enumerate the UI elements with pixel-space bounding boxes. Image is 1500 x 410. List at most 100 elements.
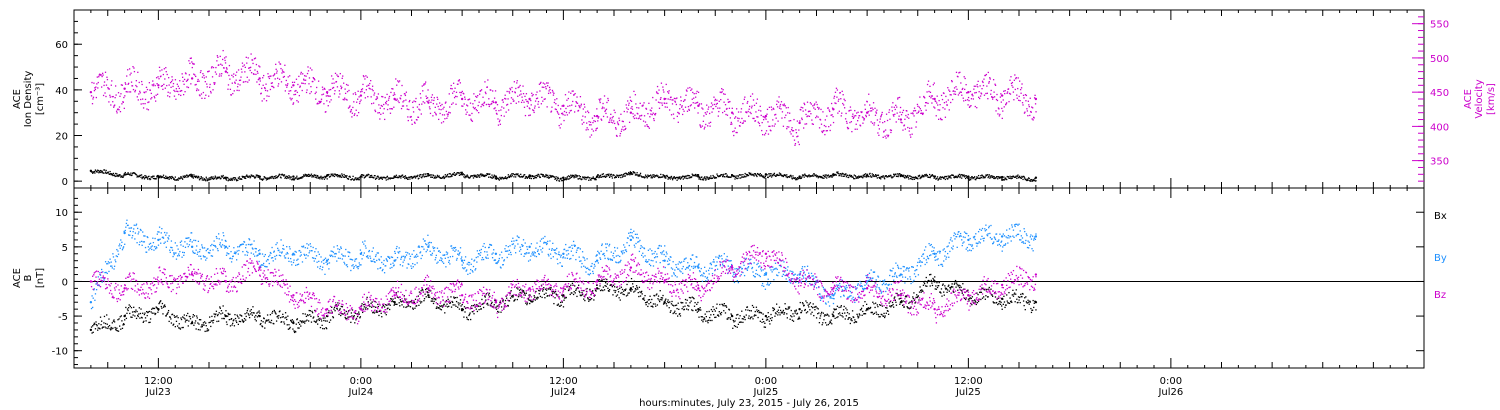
data-point xyxy=(646,301,648,303)
data-point xyxy=(1002,110,1004,112)
data-point xyxy=(652,96,654,99)
data-point xyxy=(705,179,707,181)
data-point xyxy=(948,175,950,177)
data-point xyxy=(653,119,655,122)
data-point xyxy=(619,135,621,137)
data-point xyxy=(319,178,321,180)
data-point xyxy=(993,177,995,180)
data-point xyxy=(272,75,274,77)
data-point xyxy=(104,172,106,174)
data-point xyxy=(667,91,669,93)
data-point xyxy=(395,176,397,179)
data-point xyxy=(275,320,278,322)
data-point xyxy=(534,299,536,301)
data-point xyxy=(377,93,380,95)
data-point xyxy=(746,173,749,176)
data-point xyxy=(741,117,743,120)
data-point xyxy=(569,286,571,288)
data-point xyxy=(535,97,538,100)
data-point xyxy=(207,329,210,331)
data-point xyxy=(220,75,222,77)
data-point xyxy=(996,99,999,102)
data-point xyxy=(943,102,946,104)
data-point xyxy=(315,321,317,324)
data-point xyxy=(301,321,303,324)
data-point xyxy=(721,173,723,176)
data-point xyxy=(925,173,927,176)
data-point xyxy=(955,175,957,177)
data-point xyxy=(465,104,468,106)
data-point xyxy=(1033,117,1035,119)
data-point xyxy=(951,79,953,82)
data-point xyxy=(844,118,847,120)
data-point xyxy=(145,91,147,93)
data-point xyxy=(602,175,604,178)
data-point xyxy=(866,101,868,103)
data-point xyxy=(227,180,229,182)
data-point xyxy=(318,177,320,179)
data-point xyxy=(478,101,480,103)
data-point xyxy=(632,113,634,115)
data-point xyxy=(607,287,609,289)
data-point xyxy=(743,315,745,318)
data-point xyxy=(524,95,526,98)
data-point xyxy=(890,129,893,132)
data-point xyxy=(170,177,173,180)
data-point xyxy=(443,303,445,305)
data-point xyxy=(389,304,391,306)
data-point xyxy=(190,173,192,175)
data-point xyxy=(435,299,437,301)
data-point xyxy=(614,122,616,125)
data-point xyxy=(716,99,718,101)
data-point xyxy=(696,101,699,104)
data-point xyxy=(1003,176,1005,178)
data-point xyxy=(467,98,470,101)
data-point xyxy=(122,101,124,103)
top-ylabel-right-2: Velocity xyxy=(1474,79,1485,118)
data-point xyxy=(429,108,431,110)
data-point xyxy=(265,320,267,322)
data-point xyxy=(750,316,752,319)
data-point xyxy=(182,326,184,329)
data-point xyxy=(575,100,577,103)
data-point xyxy=(216,60,218,62)
data-point xyxy=(934,107,936,109)
data-point xyxy=(764,175,767,178)
data-point xyxy=(500,311,502,313)
data-point xyxy=(599,289,602,292)
data-point xyxy=(963,76,965,78)
data-point xyxy=(822,177,824,179)
data-point xyxy=(459,302,461,304)
data-point xyxy=(426,175,428,178)
data-point xyxy=(538,289,540,292)
data-point xyxy=(186,86,188,88)
data-point xyxy=(243,320,245,322)
data-point xyxy=(852,113,854,115)
data-point xyxy=(800,106,802,109)
data-point xyxy=(995,177,997,179)
data-point xyxy=(960,91,962,93)
data-point xyxy=(393,92,395,94)
data-point xyxy=(897,97,899,99)
data-point xyxy=(214,71,217,73)
data-point xyxy=(677,121,679,123)
data-point xyxy=(95,86,97,88)
top-right-tick-label: 350 xyxy=(1430,157,1449,168)
data-point xyxy=(723,110,726,112)
data-point xyxy=(343,99,345,101)
data-point xyxy=(498,120,501,123)
data-point xyxy=(884,120,886,123)
data-point xyxy=(491,301,493,304)
bottom-tick-label: 10 xyxy=(55,208,68,219)
data-point xyxy=(514,174,516,176)
data-point xyxy=(101,320,103,322)
data-point xyxy=(165,177,167,180)
data-point xyxy=(763,134,766,136)
data-point xyxy=(1003,106,1005,108)
data-point xyxy=(308,320,310,322)
data-point xyxy=(454,304,456,306)
data-point xyxy=(722,175,724,178)
data-point xyxy=(649,116,651,118)
data-point xyxy=(706,104,708,106)
data-point xyxy=(727,317,729,319)
